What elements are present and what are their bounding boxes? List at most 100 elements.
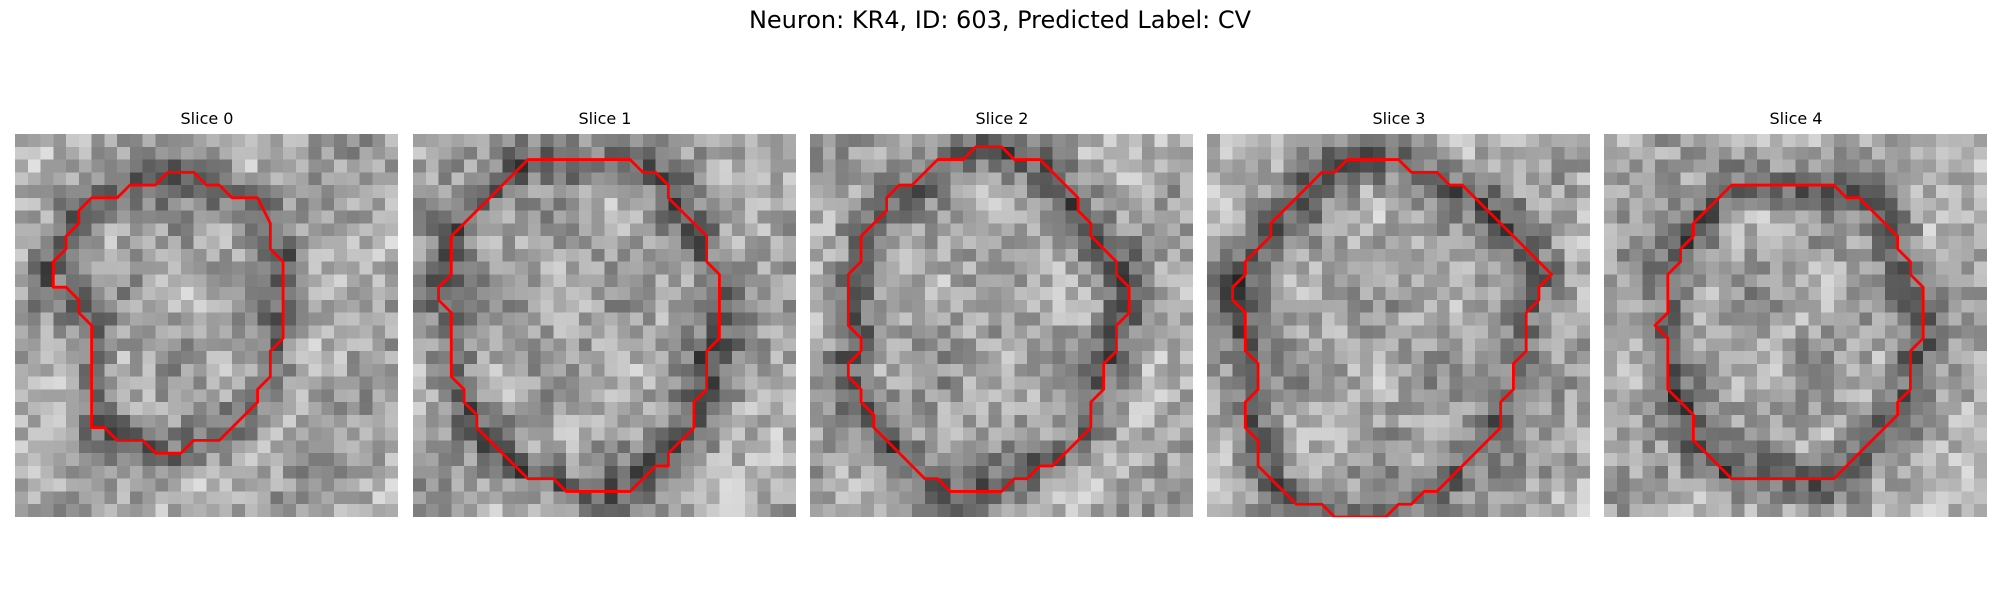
image-pixel <box>53 274 67 288</box>
image-pixel <box>346 287 360 300</box>
image-pixel <box>334 287 347 300</box>
image-pixel <box>1360 504 1373 517</box>
image-pixel <box>502 248 516 262</box>
image-pixel <box>1500 134 1514 147</box>
image-pixel <box>385 504 398 517</box>
image-pixel <box>1270 172 1284 186</box>
image-pixel <box>1462 478 1476 492</box>
image-pixel <box>1014 134 1028 147</box>
image-pixel <box>1014 287 1028 300</box>
image-pixel <box>963 185 976 198</box>
image-pixel <box>822 197 836 211</box>
image-pixel <box>578 159 592 173</box>
image-pixel <box>963 376 976 390</box>
image-pixel <box>899 414 913 428</box>
image-pixel <box>668 376 682 390</box>
image-pixel <box>180 223 194 237</box>
image-pixel <box>1629 376 1643 390</box>
image-pixel <box>40 159 54 173</box>
image-pixel <box>1974 210 1987 224</box>
image-pixel <box>1154 453 1168 466</box>
image-pixel <box>1001 363 1015 377</box>
image-pixel <box>1577 197 1590 211</box>
image-pixel <box>385 351 398 364</box>
image-pixel <box>321 261 335 275</box>
image-pixel <box>1219 491 1233 505</box>
image-pixel <box>1398 389 1412 403</box>
image-pixel <box>1859 287 1873 300</box>
image-pixel <box>1974 453 1987 466</box>
image-pixel <box>1078 299 1091 313</box>
image-pixel <box>975 223 989 237</box>
image-pixel <box>1180 338 1193 352</box>
image-pixel <box>1642 402 1656 415</box>
image-pixel <box>693 134 707 147</box>
image-pixel <box>180 134 194 147</box>
image-pixel <box>744 287 758 300</box>
image-pixel <box>1833 440 1847 454</box>
image-pixel <box>1616 236 1630 249</box>
image-pixel <box>334 351 347 364</box>
image-pixel <box>180 172 194 186</box>
image-pixel <box>757 134 771 147</box>
image-pixel <box>1270 197 1284 211</box>
image-pixel <box>822 440 836 454</box>
image-pixel <box>359 274 373 288</box>
image-pixel <box>1833 389 1847 403</box>
image-pixel <box>1065 248 1079 262</box>
image-pixel <box>553 299 567 313</box>
image-pixel <box>553 453 567 466</box>
image-pixel <box>40 172 54 186</box>
image-pixel <box>1065 274 1079 288</box>
image-pixel <box>1321 210 1335 224</box>
image-pixel <box>937 440 951 454</box>
image-pixel <box>706 287 720 300</box>
image-pixel <box>1974 274 1987 288</box>
image-pixel <box>425 389 439 403</box>
image-pixel <box>770 261 784 275</box>
image-pixel <box>1500 146 1514 160</box>
image-pixel <box>591 172 605 186</box>
image-pixel <box>1309 134 1322 147</box>
image-pixel <box>1449 146 1463 160</box>
image-pixel <box>1718 504 1732 517</box>
image-pixel <box>783 172 796 186</box>
image-pixel <box>591 453 605 466</box>
image-pixel <box>1436 223 1450 237</box>
image-pixel <box>1859 210 1873 224</box>
image-pixel <box>1706 325 1719 339</box>
image-pixel <box>1462 134 1476 147</box>
image-pixel <box>861 146 874 160</box>
image-pixel <box>1935 363 1949 377</box>
image-pixel <box>40 299 54 313</box>
image-pixel <box>489 159 503 173</box>
image-pixel <box>1604 223 1617 237</box>
image-pixel <box>372 299 386 313</box>
image-pixel <box>1141 402 1155 415</box>
image-pixel <box>1116 261 1130 275</box>
image-pixel <box>244 338 258 352</box>
image-pixel <box>1706 299 1719 313</box>
image-pixel <box>1103 402 1117 415</box>
image-pixel <box>744 465 758 479</box>
image-pixel <box>1655 389 1668 403</box>
image-pixel <box>295 491 309 505</box>
image-pixel <box>270 440 284 454</box>
image-pixel <box>975 427 989 441</box>
image-pixel <box>15 236 28 249</box>
image-pixel <box>66 478 79 492</box>
image-pixel <box>1693 351 1707 364</box>
image-pixel <box>1808 287 1822 300</box>
image-pixel <box>1642 376 1656 390</box>
image-pixel <box>1935 338 1949 352</box>
image-pixel <box>899 146 913 160</box>
image-pixel <box>1526 363 1539 377</box>
image-pixel <box>372 159 386 173</box>
image-pixel <box>1910 185 1924 198</box>
image-pixel <box>1475 134 1488 147</box>
image-pixel <box>66 236 79 249</box>
image-pixel <box>1449 172 1463 186</box>
image-pixel <box>706 172 720 186</box>
image-pixel <box>1424 261 1437 275</box>
image-pixel <box>476 465 490 479</box>
